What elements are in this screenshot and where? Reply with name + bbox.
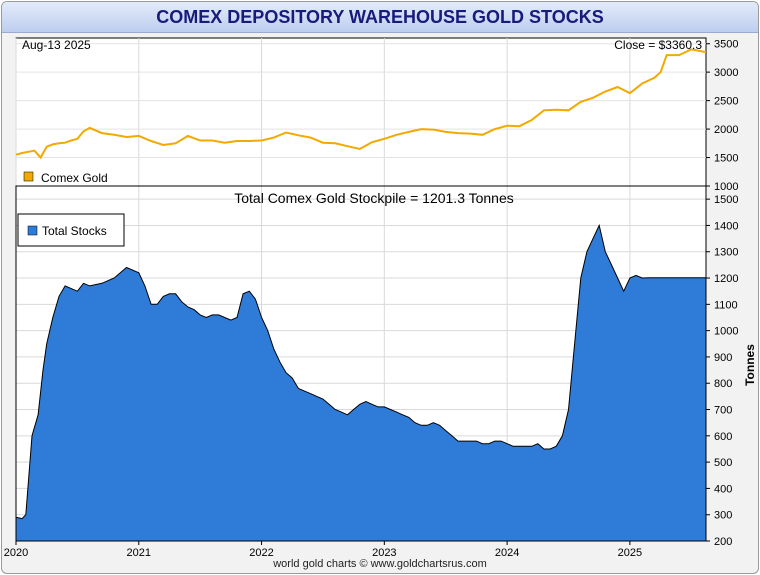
stocks-y-tick-label: 500 (714, 457, 732, 469)
gold-y-tick-label: 1000 (714, 181, 738, 193)
x-tick-label: 2023 (372, 547, 396, 559)
x-tick-label: 2025 (618, 547, 642, 559)
stocks-y-tick-label: 900 (714, 352, 732, 364)
stocks-y-tick-label: 200 (714, 536, 732, 548)
stocks-y-tick-label: 300 (714, 510, 732, 522)
stocks-y-tick-label: 1300 (714, 247, 738, 259)
chart-title: COMEX DEPOSITORY WAREHOUSE GOLD STOCKS (2, 2, 758, 33)
x-axis: 2020 2021 2022 2023 2024 2025 (4, 541, 642, 559)
gold-y-tick-label: 3000 (714, 67, 738, 79)
gold-price-line (15, 48, 706, 160)
stocks-y-tick-label: 700 (714, 405, 732, 417)
stocks-y-tick-label: 1200 (714, 273, 738, 285)
stocks-y-tick-label: 1000 (714, 326, 738, 338)
close-price-label: Close = $3360.3 (614, 38, 702, 52)
gold-legend-swatch (23, 171, 34, 182)
stocks-y-axis: 200 300 400 500 600 700 800 900 1000 1100 1200 1300… (706, 194, 738, 548)
x-tick-label: 2020 (4, 547, 28, 559)
stockpile-title: Total Comex Gold Stockpile = 1201.3 Tonn… (234, 190, 514, 206)
stocks-legend-swatch (27, 225, 38, 236)
gold-y-tick-label: 2500 (714, 96, 738, 108)
stocks-y-tick-label: 1400 (714, 220, 738, 232)
stocks-legend-label: Total Stocks (42, 224, 107, 238)
gold-y-tick-label: 1500 (714, 153, 738, 165)
total-stocks-area (15, 223, 707, 542)
stocks-y-axis-label: Tonnes (743, 344, 757, 386)
date-label: Aug-13 2025 (22, 38, 91, 52)
stocks-y-tick-label: 600 (714, 431, 732, 443)
x-tick-label: 2024 (495, 547, 519, 559)
stocks-y-tick-label: 800 (714, 378, 732, 390)
stocks-y-tick-label: 1100 (714, 299, 738, 311)
stocks-panel-frame (15, 185, 707, 542)
gold-y-axis: 1000 1500 2000 2500 3000 3500 (706, 39, 738, 193)
gold-y-tick-label: 3500 (714, 39, 738, 51)
footer-credit: world gold charts © www.goldchartsrus.co… (273, 558, 487, 570)
stocks-y-tick-label: 1500 (714, 194, 738, 206)
gold-legend-label: Comex Gold (41, 171, 108, 185)
gold-y-tick-label: 2000 (714, 124, 738, 136)
stocks-y-tick-label: 400 (714, 483, 732, 495)
x-tick-label: 2021 (127, 547, 151, 559)
gold-panel-background (15, 37, 707, 187)
x-tick-label: 2022 (249, 547, 273, 559)
